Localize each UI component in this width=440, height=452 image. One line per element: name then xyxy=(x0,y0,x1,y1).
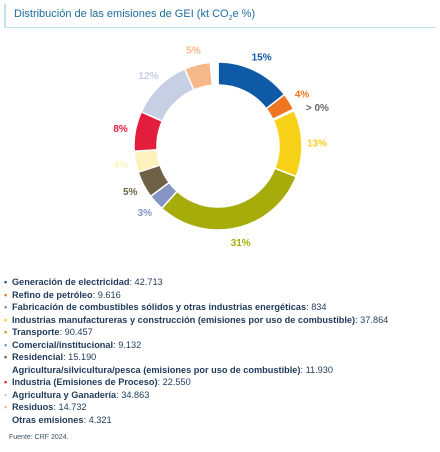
legend-item: • Residuos: 14.732 xyxy=(4,401,436,414)
legend-bullet-icon: • xyxy=(4,377,8,387)
legend-name: Comercial/institucional xyxy=(12,339,114,350)
legend-name: Agricultura/silvicultura/pesca (emisione… xyxy=(12,364,301,375)
legend-bullet-icon: • xyxy=(4,302,8,312)
legend-name: Residencial xyxy=(12,352,64,362)
title-main: Distribución de las emisiones de GEI (kt… xyxy=(14,8,229,20)
slice-percent-label: 13% xyxy=(307,138,327,149)
legend-item: • Transporte: 90.457 xyxy=(4,326,436,339)
slice-percent-label: 5% xyxy=(123,187,138,198)
legend-item: • Generación de electricidad: 42.713 xyxy=(4,276,436,289)
chart-header: Distribución de las emisiones de GEI (kt… xyxy=(4,4,436,28)
slice-percent-label: 12% xyxy=(138,71,158,82)
slice-percent-label: 4% xyxy=(295,89,310,100)
legend-value: : 37.864 xyxy=(355,314,389,325)
legend-name: Refino de petróleo xyxy=(12,289,93,300)
legend-bullet-icon: • xyxy=(4,327,8,337)
legend-bullet-icon: • xyxy=(4,314,8,325)
legend-name: Industria (Emisiones de Proceso) xyxy=(12,377,158,387)
legend-value: : 42.713 xyxy=(129,277,163,287)
legend-bullet-icon: • xyxy=(4,277,8,287)
legend-item: • Refino de petróleo: 9.616 xyxy=(4,289,436,302)
legend-name: Otras emisiones xyxy=(12,414,84,425)
slice-percent-label: 5% xyxy=(186,46,201,57)
legend-item: • Residencial: 15.190 xyxy=(4,351,436,364)
legend-item: • Agricultura y Ganadería: 34.863 xyxy=(4,389,436,402)
slice-percent-label: 31% xyxy=(231,238,251,249)
legend-value: : 4.321 xyxy=(83,414,112,425)
legend-name: Transporte xyxy=(12,327,60,337)
legend-name: Residuos xyxy=(12,402,54,412)
legend-name: Fabricación de combustibles sólidos y ot… xyxy=(12,302,307,312)
title-subscript: 2 xyxy=(228,15,233,23)
legend-bullet-icon: • xyxy=(4,402,8,412)
chart-title: Distribución de las emisiones de GEI (kt… xyxy=(14,8,255,22)
slice-percent-label: 8% xyxy=(113,124,128,135)
donut-slice xyxy=(209,61,219,87)
legend-item: • Industria (Emisiones de Proceso): 22.55… xyxy=(4,376,436,389)
legend-value: : 14.732 xyxy=(53,402,87,412)
donut-chart: 15%4%> 0%13%31%3%5%4%8%12%5% xyxy=(113,46,329,249)
legend-item: • Fabricación de combustibles sólidos y o… xyxy=(4,301,436,314)
legend-value: : 11.930 xyxy=(300,364,333,375)
title-end: e %) xyxy=(232,8,256,20)
legend-value: : 834 xyxy=(306,302,327,312)
slice-percent-label: 15% xyxy=(252,53,272,64)
donut-slice xyxy=(160,167,298,231)
slice-percent-label: 4% xyxy=(114,160,129,171)
legend-value: : 34.863 xyxy=(116,389,150,400)
legend-bullet-icon: • xyxy=(4,339,8,350)
legend-name: Industrias manufactureras y construcción… xyxy=(12,314,356,325)
legend-value: : 9.616 xyxy=(92,289,121,300)
legend-value: : 9.132 xyxy=(113,339,142,350)
slice-percent-label: 3% xyxy=(138,208,153,219)
legend-item: • Industrias manufactureras y construcció… xyxy=(4,314,436,327)
legend-item: Agricultura/silvicultura/pesca (emisione… xyxy=(4,364,436,377)
legend-bullet-icon: • xyxy=(4,289,8,300)
legend-bullet-icon: • xyxy=(4,352,8,362)
legend-value: : 22.550 xyxy=(157,377,191,387)
legend-name: Generación de electricidad xyxy=(12,277,130,287)
slice-percent-label: > 0% xyxy=(306,103,329,114)
legend-value: : 90.457 xyxy=(59,327,93,337)
legend-value: : 15.190 xyxy=(63,352,97,362)
legend-item: • Comercial/institucional: 9.132 xyxy=(4,339,436,352)
legend-item: Otras emisiones: 4.321 xyxy=(4,414,436,427)
legend: • Generación de electricidad: 42.713 • Refi… xyxy=(4,276,436,426)
source-note: Fuente: CRF 2024. xyxy=(9,434,69,441)
donut-slice xyxy=(272,109,303,178)
legend-name: Agricultura y Ganadería xyxy=(12,389,117,400)
legend-bullet-icon: • xyxy=(4,389,8,400)
